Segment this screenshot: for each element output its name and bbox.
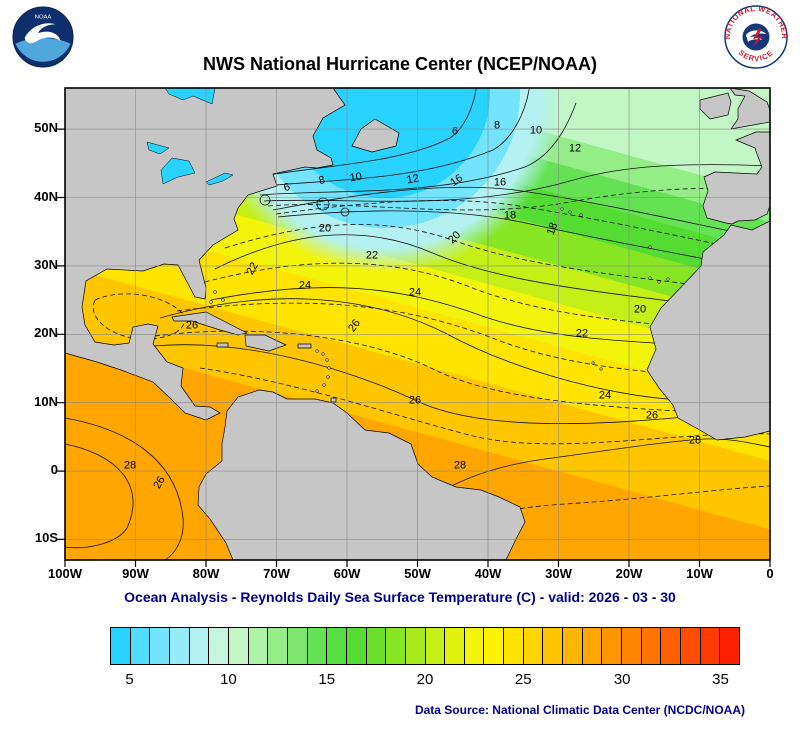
colorbar-cell (661, 628, 682, 664)
noaa-logo-text: NOAA (35, 15, 52, 21)
colorbar-cell (130, 628, 151, 664)
noaa-logo: NOAA (12, 6, 74, 68)
land-cuba (171, 311, 249, 336)
lat-tick-label: 30N (34, 256, 58, 272)
colorbar-cell (307, 628, 328, 664)
lake-huron-michigan (160, 157, 196, 185)
nws-emblem-cloud-icon (746, 30, 766, 42)
colorbar-cell (366, 628, 387, 664)
noaa-seagull-icon (24, 23, 61, 44)
lat-tick-label: 20N (34, 325, 58, 341)
land-trinidad (330, 397, 337, 403)
colorbar-cell (622, 628, 642, 664)
colorbar-cell (681, 628, 701, 664)
colorbar-cell (111, 628, 131, 664)
colorbar-cell (327, 628, 347, 664)
small-islands (209, 207, 670, 393)
lat-tick-label: 10N (34, 393, 58, 409)
lon-tick-label: 30W (545, 566, 572, 581)
colorbar-cell (189, 628, 210, 664)
lon-tick-label: 10W (686, 566, 713, 581)
colorbar-tick-label: 30 (613, 671, 631, 688)
colorbar (110, 627, 740, 665)
contour-lines (65, 88, 770, 560)
lon-tick-label: 100W (48, 566, 82, 581)
lon-tick-label: 70W (263, 566, 290, 581)
colorbar-cell (228, 628, 249, 664)
colorbar-tick-label: 5 (125, 671, 134, 688)
nws-logo: NATIONAL WEATHER SERVICE (724, 5, 788, 69)
land-puerto-rico (297, 343, 312, 349)
colorbar-cell (346, 628, 367, 664)
graticule (65, 88, 770, 560)
colorbar-cell (563, 628, 583, 664)
nws-logo-text-bottom: SERVICE (737, 48, 774, 63)
colorbar-tick-label: 20 (416, 671, 434, 688)
land-jamaica (216, 342, 229, 348)
page-title: NWS National Hurricane Center (NCEP/NOAA… (202, 54, 598, 74)
colorbar-cell (484, 628, 505, 664)
sst-map-svg (57, 87, 771, 567)
colorbar-cell (287, 628, 308, 664)
colorbar-tick-label: 25 (514, 671, 532, 688)
land-hispaniola (244, 334, 287, 352)
colorbar-cell (248, 628, 269, 664)
colorbar-cell (445, 628, 465, 664)
lon-tick-label: 90W (122, 566, 149, 581)
lon-tick-label: 40W (474, 566, 502, 581)
lat-tick-label: 50N (34, 120, 58, 136)
inland-waters (146, 88, 234, 186)
colorbar-cell (602, 628, 623, 664)
colorbar-cell (464, 628, 485, 664)
land-ireland (699, 92, 732, 120)
noaa-logo-sea (15, 37, 71, 62)
colorbar-cell (700, 628, 721, 664)
hudson-bay (164, 88, 216, 105)
land-africa (646, 220, 770, 441)
colorbar-tick-label: 15 (318, 671, 336, 688)
colorbar-cell (386, 628, 406, 664)
svg-text:SERVICE: SERVICE (737, 48, 775, 63)
land-north-america (65, 88, 346, 421)
lon-tick-label: 20W (615, 566, 643, 581)
lon-tick-label: 60W (333, 566, 361, 581)
data-source: Data Source: National Climatic Data Cent… (414, 703, 745, 717)
map-caption: Ocean Analysis - Reynolds Daily Sea Surf… (124, 589, 676, 605)
lon-tick-label: 50W (404, 566, 431, 581)
colorbar-cell (169, 628, 190, 664)
colorbar-cell (268, 628, 288, 664)
lat-tick-label: 40N (34, 188, 58, 204)
colorbar-cell (150, 628, 170, 664)
colorbar-tick-label: 10 (220, 671, 237, 688)
lake-superior (146, 141, 170, 155)
colorbar-cell (425, 628, 446, 664)
colorbar-cell (405, 628, 426, 664)
lat-tick-label: 0 (50, 462, 58, 478)
colorbar-cell (209, 628, 229, 664)
colorbar-tick-label: 35 (712, 671, 729, 688)
colorbar-cell (582, 628, 603, 664)
colorbar-cell (523, 628, 544, 664)
lon-tick-label: 80W (192, 566, 220, 581)
colorbar-tick-labels: 5 10 15 20 25 30 35 (110, 671, 740, 691)
colorbar-cell (504, 628, 524, 664)
lake-erie-ontario (205, 172, 234, 186)
colorbar-cell (720, 628, 739, 664)
colorbar-cell (543, 628, 564, 664)
land-south-america (197, 389, 526, 560)
nws-lightning-icon (752, 28, 763, 48)
axis-ticks (57, 128, 771, 567)
map-container: 6 8 10 12 6 8 10 12 16 16 18 18 20 20 20 22 22 22 24 24 24 26… (57, 87, 771, 567)
land-iberia-france (702, 131, 770, 225)
lon-tick-label: 0 (766, 566, 774, 581)
landmasses (65, 88, 770, 560)
colorbar-cell (641, 628, 662, 664)
lat-tick-label: 10S (34, 530, 58, 546)
